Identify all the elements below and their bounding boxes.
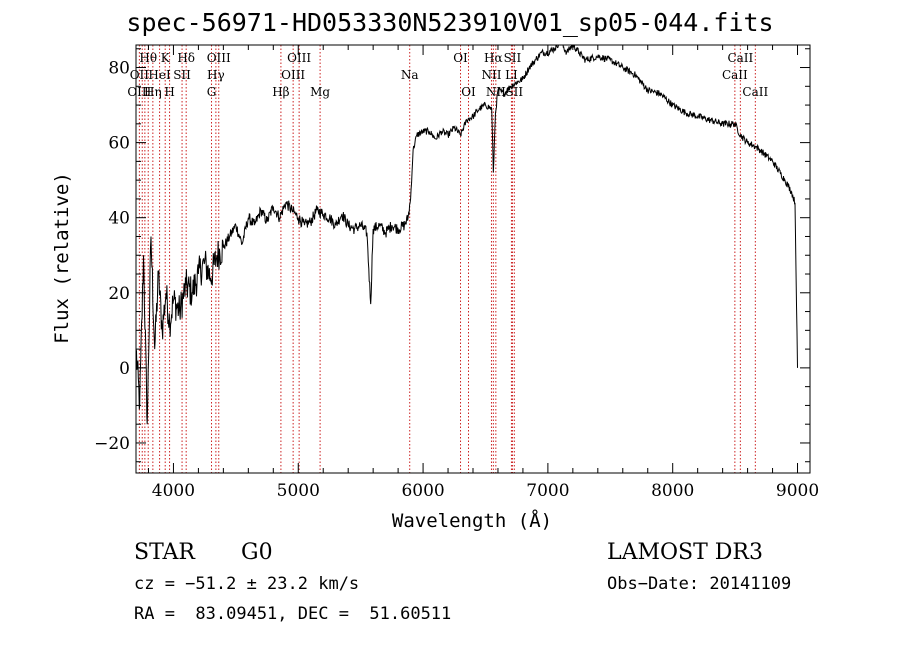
plot-frame [135,44,811,474]
y-tick-label: 20 [108,284,130,304]
marker-label: OI [461,85,476,99]
marker-label: CaII [742,85,768,99]
cz-value: cz = −51.2 ± 23.2 km/s [134,574,360,594]
marker-label: SII [504,51,522,65]
marker-lines [138,45,756,473]
y-axis-label: Flux (relative) [51,172,73,344]
axis-ticks: 4000 5000 6000 7000 8000 9000 −20 0 20 40 60 80 [94,45,819,501]
x-tick-label: 4000 [152,481,195,501]
x-tick-label: 7000 [526,481,569,501]
x-tick-label: 9000 [776,481,819,501]
marker-label: OIII [281,68,305,82]
marker-label: Hβ [272,85,289,99]
marker-label: OIII [207,51,231,65]
marker-label: G [207,85,217,99]
marker-label: H [164,85,174,99]
x-tick-label: 8000 [651,481,694,501]
marker-label: Mg [310,85,330,99]
marker-label: SII [173,68,191,82]
y-tick-label: 40 [108,209,130,229]
y-tick-label: −20 [94,434,130,454]
coordinates: RA = 83.09451, DEC = 51.60511 [134,604,452,624]
marker-label: Hη [144,85,162,99]
spectrum-layer [136,45,798,425]
marker-label: CaII [727,51,753,65]
marker-label: NII [486,85,506,99]
x-axis-label: Wavelength (Å) [391,510,553,532]
marker-label: NII [481,68,501,82]
marker-label: Hθ [139,51,157,65]
marker-label: K [161,51,171,65]
y-tick-label: 80 [108,59,130,79]
x-tick-label: 5000 [277,481,320,501]
x-tick-label: 6000 [401,481,444,501]
survey-label: LAMOST DR3 [607,540,763,565]
marker-label: OIII [127,85,151,99]
marker-label: Hα [484,51,503,65]
marker-label: SII [505,85,523,99]
marker-label: Na [401,68,419,82]
class-label: STAR [134,540,195,565]
marker-label: Hγ [207,68,225,82]
marker-label: LI [505,68,518,82]
marker-label: HeI [148,68,171,82]
spectrum-line [136,45,798,425]
marker-label: OII [130,68,150,82]
marker-label: Hδ [177,51,195,65]
marker-label: OIII [287,51,311,65]
marker-label: OI [453,51,468,65]
chart-title: spec-56971-HD053330N523910V01_sp05-044.f… [126,8,774,37]
y-tick-label: 60 [108,134,130,154]
subclass-label: G0 [241,540,273,565]
obs-date: Obs−Date: 20141109 [607,574,792,594]
y-tick-label: 0 [119,359,130,379]
marker-label: CaII [722,68,748,82]
